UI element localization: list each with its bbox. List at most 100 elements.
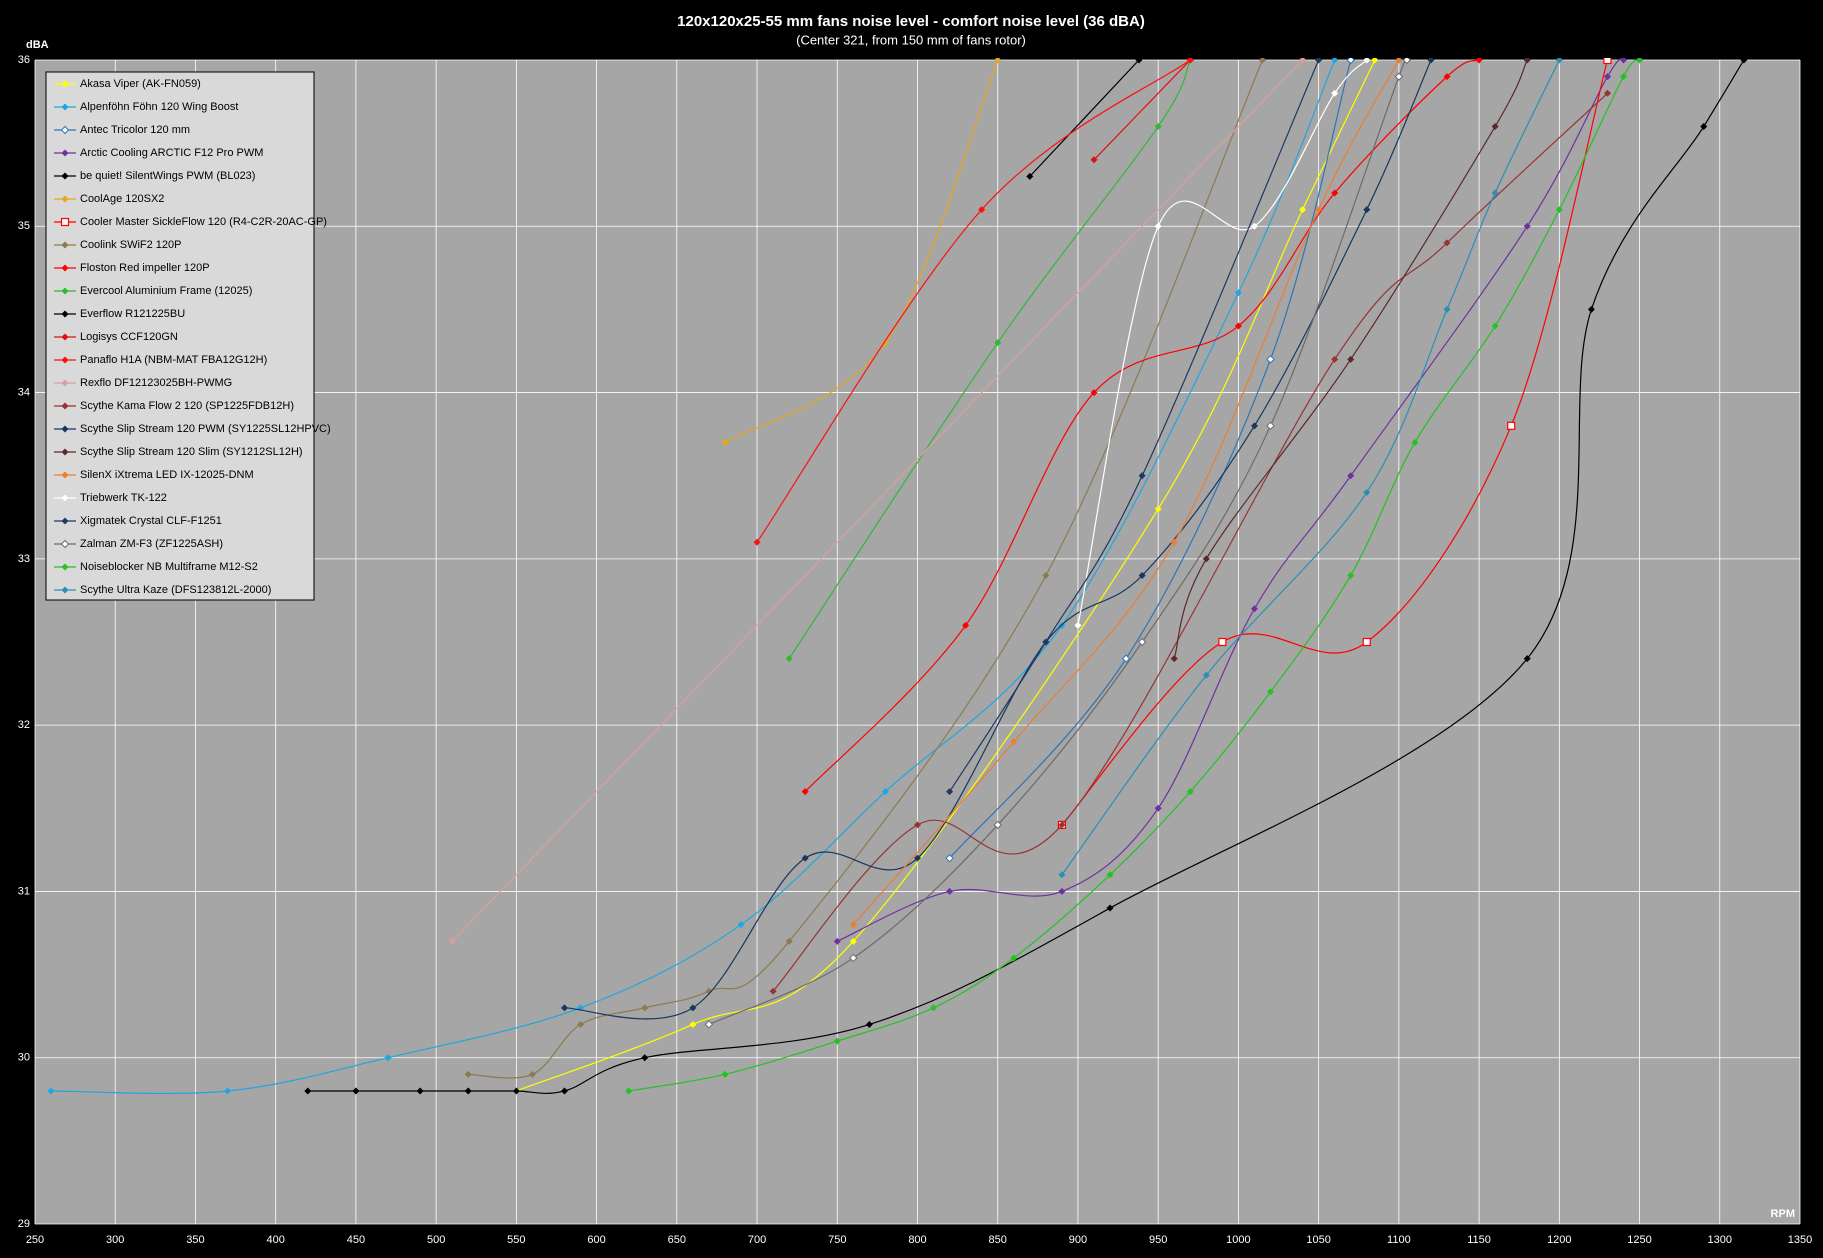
marker	[801, 854, 809, 862]
marker	[881, 339, 889, 347]
legend-marker	[61, 563, 69, 571]
legend-marker	[61, 471, 69, 479]
x-tick-label: 1150	[1467, 1234, 1491, 1246]
y-tick-label: 29	[18, 1218, 30, 1230]
marker	[1394, 72, 1404, 81]
x-tick-label: 600	[587, 1234, 605, 1246]
y-tick-label: 31	[18, 885, 30, 897]
legend-marker	[61, 149, 69, 157]
marker	[464, 1070, 472, 1078]
marker	[1266, 421, 1275, 431]
marker	[1154, 804, 1162, 812]
legend-label: Floston Red impeller 120P	[80, 262, 210, 274]
marker	[1138, 472, 1146, 480]
marker	[1636, 58, 1644, 64]
legend-label: SilenX iXtrema LED IX-12025-DNM	[80, 469, 254, 481]
x-tick-label: 1100	[1387, 1234, 1411, 1246]
marker	[833, 937, 841, 945]
legend: Akasa Viper (AK-FN059) Alpenföhn Föhn 120…	[54, 78, 331, 596]
x-tick-label: 1000	[1226, 1234, 1250, 1246]
marker	[1475, 58, 1483, 64]
legend-label: Antec Tricolor 120 mm	[80, 124, 190, 136]
series-line	[1061, 59, 1609, 826]
marker	[1603, 58, 1612, 65]
marker	[1443, 305, 1451, 313]
chart-title: 120x120x25-55 mm fans noise level - comf…	[677, 13, 1145, 30]
series-line	[451, 59, 1304, 942]
legend-label: Scythe Kama Flow 2 120 (SP1225FDB12H)	[80, 400, 294, 412]
marker	[849, 921, 857, 929]
legend-label: Xigmatek Crystal CLF-F1251	[80, 515, 222, 527]
series-line	[804, 59, 1480, 793]
marker	[737, 921, 745, 929]
grid: 29 30 31 32 33 34 35 36 250 300 350 400 450 500 550 600…	[18, 54, 1812, 1246]
marker	[1090, 389, 1098, 397]
marker	[1740, 58, 1748, 64]
marker	[689, 1004, 697, 1012]
marker	[962, 621, 970, 629]
x-tick-label: 900	[1069, 1234, 1087, 1246]
legend-label: Arctic Cooling ARCTIC F12 Pro PWM	[80, 147, 263, 159]
marker	[1299, 206, 1307, 214]
marker	[865, 1020, 873, 1028]
marker	[1042, 638, 1050, 646]
marker	[833, 1037, 841, 1045]
series-line	[1061, 59, 1560, 876]
legend-marker	[60, 539, 70, 549]
marker	[1266, 355, 1275, 364]
marker	[641, 1004, 649, 1012]
marker	[785, 655, 793, 663]
marker	[304, 1087, 312, 1095]
series-line	[788, 59, 1191, 659]
marker	[1411, 438, 1419, 446]
marker	[1186, 788, 1194, 796]
marker	[1026, 172, 1034, 180]
marker	[849, 937, 857, 945]
marker	[625, 1087, 633, 1095]
marker	[1042, 571, 1050, 579]
legend-marker	[61, 379, 69, 387]
legend-marker	[61, 586, 69, 594]
marker	[1138, 571, 1146, 579]
marker	[1137, 637, 1147, 647]
marker	[849, 953, 858, 963]
marker	[1362, 637, 1371, 647]
marker	[1258, 58, 1266, 64]
marker	[1331, 89, 1339, 97]
legend-label: Rexflo DF12123025BH-PWMG	[80, 377, 232, 389]
legend-label: Noiseblocker NB Multiframe M12-S2	[80, 561, 258, 573]
marker	[1202, 671, 1210, 679]
legend-label: Zalman ZM-F3 (ZF1225ASH)	[80, 538, 223, 550]
x-tick-label: 300	[106, 1234, 124, 1246]
marker	[1603, 89, 1611, 97]
marker	[384, 1054, 392, 1062]
marker	[1371, 58, 1379, 64]
marker	[47, 1087, 55, 1095]
y-tick-label: 34	[18, 386, 30, 398]
marker	[1555, 58, 1563, 64]
legend-label: Scythe Slip Stream 120 PWM (SY1225SL12HP…	[80, 423, 331, 435]
marker	[1074, 621, 1082, 629]
marker	[914, 821, 921, 829]
marker	[1603, 73, 1611, 81]
legend-marker	[61, 494, 69, 502]
marker	[1347, 472, 1355, 480]
marker	[1106, 871, 1114, 879]
y-tick-label: 35	[18, 220, 30, 232]
legend-marker	[61, 80, 69, 88]
legend-label: Akasa Viper (AK-FN059)	[80, 78, 201, 90]
marker	[1331, 58, 1339, 64]
marker	[1106, 904, 1114, 912]
x-tick-label: 1350	[1788, 1234, 1812, 1246]
marker	[1202, 555, 1210, 563]
marker	[1058, 821, 1066, 829]
x-tick-label: 1250	[1627, 1234, 1651, 1246]
marker	[1135, 58, 1143, 64]
legend-marker	[60, 217, 70, 227]
series-line	[724, 59, 999, 443]
series-line	[708, 58, 1409, 1026]
marker	[1620, 73, 1627, 81]
legend-label: Evercool Aluminium Frame (12025)	[80, 285, 252, 297]
marker	[1523, 222, 1531, 230]
